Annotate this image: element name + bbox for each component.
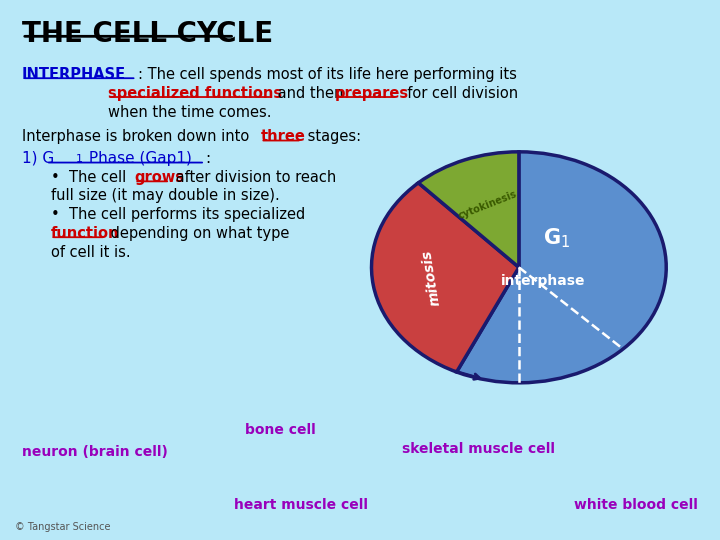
Wedge shape — [372, 183, 519, 372]
Text: Interphase is broken down into: Interphase is broken down into — [22, 129, 254, 144]
Text: of cell it is.: of cell it is. — [50, 245, 130, 260]
Text: neuron (brain cell): neuron (brain cell) — [22, 444, 168, 458]
Wedge shape — [418, 152, 519, 267]
Text: after division to reach: after division to reach — [171, 170, 336, 185]
Text: •  The cell performs its specialized: • The cell performs its specialized — [50, 207, 305, 221]
Text: when the time comes.: when the time comes. — [107, 105, 271, 119]
Text: depending on what type: depending on what type — [107, 226, 289, 241]
Text: THE CELL CYCLE: THE CELL CYCLE — [22, 20, 273, 48]
Text: function: function — [50, 226, 120, 241]
Text: mitosis: mitosis — [420, 249, 443, 307]
Text: bone cell: bone cell — [245, 423, 315, 437]
Text: © Tangstar Science: © Tangstar Science — [15, 522, 111, 532]
Text: stages:: stages: — [303, 129, 361, 144]
Text: three: three — [261, 129, 305, 144]
Text: skeletal muscle cell: skeletal muscle cell — [402, 442, 555, 456]
Text: interphase: interphase — [500, 274, 585, 288]
Text: 1: 1 — [76, 154, 82, 164]
Text: Phase (Gap1): Phase (Gap1) — [84, 151, 192, 166]
Text: INTERPHASE: INTERPHASE — [22, 67, 126, 82]
Text: specialized functions: specialized functions — [107, 86, 282, 101]
Text: :: : — [205, 151, 210, 166]
Text: cytokinesis: cytokinesis — [456, 189, 518, 221]
Text: white blood cell: white blood cell — [574, 498, 698, 512]
Text: full size (it may double in size).: full size (it may double in size). — [50, 188, 279, 204]
Wedge shape — [456, 152, 666, 383]
Text: G$_1$: G$_1$ — [543, 226, 570, 249]
Text: for cell division: for cell division — [397, 86, 518, 101]
Text: prepares: prepares — [336, 86, 409, 101]
Text: : The cell spends most of its life here performing its: : The cell spends most of its life here … — [138, 67, 517, 82]
Text: grows: grows — [135, 170, 184, 185]
Text: and then: and then — [274, 86, 348, 101]
Text: 1) G: 1) G — [22, 151, 54, 166]
Text: •  The cell: • The cell — [50, 170, 130, 185]
Text: heart muscle cell: heart muscle cell — [235, 498, 369, 512]
